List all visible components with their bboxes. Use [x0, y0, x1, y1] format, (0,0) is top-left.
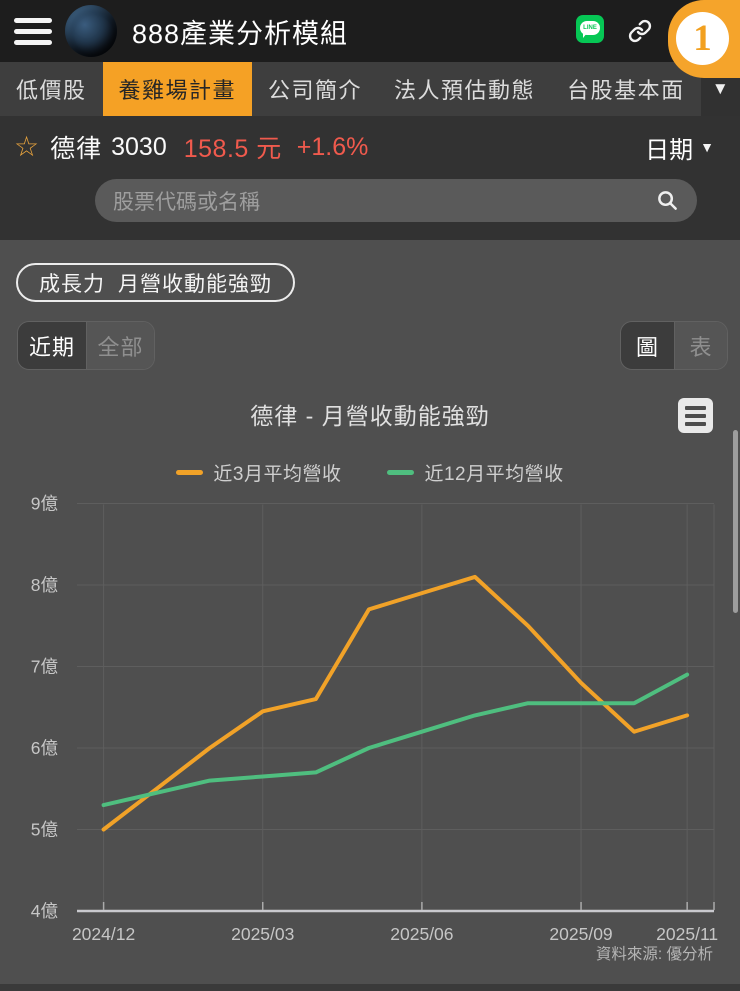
legend-dash-green [387, 470, 415, 475]
range-toggle: 近期 全部 [17, 321, 155, 370]
y-axis-label: 6億 [31, 738, 58, 758]
x-axis-label: 2025/09 [549, 924, 612, 944]
tab-institutional-estimates[interactable]: 法人預估動態 [394, 78, 536, 103]
main-content: 成長力 月營收動能強勁 近期 全部 圖 表 德律 - 月營收動能強勁 近3月平均… [0, 240, 740, 991]
notification-count-circle: 1 [676, 12, 729, 65]
search-placeholder: 股票代碼或名稱 [113, 190, 260, 214]
tab-bar: 低價股 養雞場計畫 公司簡介 法人預估動態 台股基本面 ▼ [0, 62, 740, 116]
x-axis-label: 2024/12 [72, 924, 135, 944]
chevron-down-icon: ▼ [700, 139, 714, 155]
stock-info-row: ☆ 德律 3030 158.5 元 +1.6% 日期 ▼ [0, 116, 740, 178]
stock-code: 3030 [111, 132, 167, 161]
app-title: 888產業分析模組 [132, 18, 349, 49]
menu-icon[interactable] [14, 17, 52, 45]
y-axis-label: 7億 [31, 657, 58, 677]
x-axis-label: 2025/06 [390, 924, 453, 944]
app-logo-image [65, 5, 117, 57]
range-all-button[interactable]: 全部 [86, 322, 154, 369]
data-source-label: 資料來源: 優分析 [596, 945, 713, 963]
signal-label: 月營收動能強勁 [118, 272, 272, 296]
x-axis-label: 2025/03 [231, 924, 294, 944]
view-toggle: 圖 表 [620, 321, 728, 370]
legend-label: 近3月平均營收 [213, 464, 342, 485]
favorite-star-icon[interactable]: ☆ [14, 131, 40, 162]
stock-name: 德律 [50, 135, 103, 163]
date-dropdown[interactable]: 日期 ▼ [645, 130, 714, 165]
y-axis-label: 9億 [31, 494, 58, 514]
range-recent-button[interactable]: 近期 [18, 322, 86, 369]
line-bubble-tail [583, 33, 587, 38]
tab-taiwan-fundamentals[interactable]: 台股基本面 [567, 78, 685, 103]
line-icon[interactable]: LINE [576, 15, 604, 43]
link-icon[interactable] [628, 19, 652, 43]
x-axis-label: 2025/11 [656, 924, 718, 944]
view-chart-button[interactable]: 圖 [621, 322, 674, 369]
search-icon[interactable] [656, 189, 679, 212]
legend-item-3month-avg[interactable]: 近3月平均營收 [176, 459, 341, 486]
growth-signal-chip[interactable]: 成長力 月營收動能強勁 [16, 263, 295, 302]
tab-company-profile[interactable]: 公司簡介 [268, 78, 363, 103]
notification-badge[interactable]: 1 [668, 0, 740, 78]
factor-label: 成長力 [39, 272, 105, 296]
legend-label: 近12月平均營收 [424, 464, 564, 485]
scrollbar[interactable] [733, 430, 738, 613]
legend-dash-orange [176, 470, 204, 475]
line-bubble-icon: LINE [580, 21, 600, 35]
revenue-momentum-chart[interactable]: 4億 5億 6億 7億 8億 9億 2024/12 2025/03 2025/06 2025/09… [0, 488, 740, 970]
app-bar: 888產業分析模組 LINE [0, 0, 740, 62]
stock-price: 158.5 元 [183, 135, 282, 163]
y-axis-label: 8億 [31, 575, 58, 595]
chart-title: 德律 - 月營收動能強勁 [250, 403, 490, 429]
stock-change-percent: +1.6% [296, 132, 369, 161]
legend-item-12month-avg[interactable]: 近12月平均營收 [387, 459, 563, 486]
view-table-button[interactable]: 表 [674, 322, 727, 369]
y-axis-label: 4億 [31, 901, 58, 921]
chart-legend: 近3月平均營收 近12月平均營收 [0, 459, 740, 486]
series-line-1 [101, 672, 690, 808]
next-section-edge [0, 984, 740, 991]
notification-count: 1 [693, 18, 712, 59]
tab-chicken-farm-plan[interactable]: 養雞場計畫 [102, 62, 253, 116]
series-line-0 [101, 574, 690, 832]
tab-low-price-stocks[interactable]: 低價股 [16, 78, 87, 103]
date-dropdown-label: 日期 [645, 136, 694, 164]
stock-bar: ☆ 德律 3030 158.5 元 +1.6% 日期 ▼ 股票代碼或名稱 [0, 116, 740, 240]
search-input[interactable]: 股票代碼或名稱 [95, 179, 697, 222]
y-axis-label: 5億 [31, 820, 58, 840]
chart-menu-button[interactable] [678, 398, 713, 433]
